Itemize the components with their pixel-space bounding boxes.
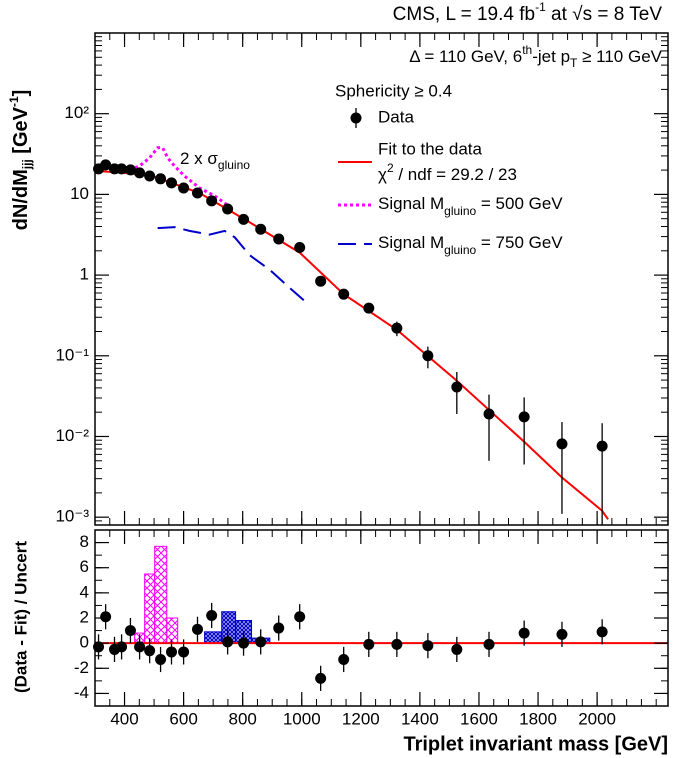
y-tick-label: 10 <box>70 184 89 203</box>
x-tick-label: 600 <box>169 709 197 728</box>
data-point <box>255 223 267 235</box>
data-point <box>165 177 177 189</box>
data-point <box>222 203 234 215</box>
data-point <box>155 653 167 665</box>
data-point <box>315 672 327 684</box>
selection-annotation: Δ = 110 GeV, 6th-jet pT ≥ 110 GeV <box>409 43 662 70</box>
signal-scale-annotation: 2 x σgluino <box>180 149 250 172</box>
data-point <box>238 213 250 225</box>
data-point <box>144 170 156 182</box>
data-point <box>144 645 156 657</box>
panel-background <box>95 530 668 706</box>
data-point <box>451 381 463 393</box>
data-point <box>483 408 495 420</box>
data-point <box>255 636 267 648</box>
data-point <box>273 622 285 634</box>
fit-statistic: χ2 / ndf = 29.2 / 23 <box>378 161 517 184</box>
data-point <box>134 641 146 653</box>
data-point <box>134 167 146 179</box>
data-point <box>391 638 403 650</box>
data-point <box>294 241 306 253</box>
data-point <box>294 611 306 623</box>
y-tick-label: 10⁻² <box>55 426 89 445</box>
data-point <box>178 182 190 194</box>
data-point <box>363 302 375 314</box>
data-point <box>165 646 177 658</box>
histogram-bar <box>154 545 168 644</box>
histogram-bar <box>166 617 179 644</box>
legend-label: Signal Mgluino = 750 GeV <box>378 233 563 257</box>
plot-layer: 10⁻³ 10⁻² 10⁻¹ 1 10 10² 400 600 800 1000 1200 1400 1… <box>55 32 669 728</box>
data-point <box>391 322 403 334</box>
data-point <box>206 609 218 621</box>
y-tick-label: 10⁻³ <box>55 507 89 526</box>
y-tick-label: 4 <box>80 582 89 601</box>
y-tick-label: 10⁻¹ <box>55 345 89 364</box>
data-point <box>451 643 463 655</box>
data-point <box>238 637 250 649</box>
x-tick-label: 400 <box>110 709 138 728</box>
legend-label: Data <box>378 107 414 126</box>
data-point <box>363 638 375 650</box>
data-point <box>178 646 190 658</box>
data-point <box>596 440 608 452</box>
y-tick-label: 0 <box>80 633 89 652</box>
data-point <box>206 195 218 207</box>
y-tick-label: -2 <box>74 658 89 677</box>
y-axis-title: (Data - Fit) / Uncert <box>11 541 30 693</box>
legend-label: Signal Mgluino = 500 GeV <box>378 194 563 218</box>
y-tick-label: 8 <box>80 532 89 551</box>
data-point <box>93 641 105 653</box>
y-tick-label: 6 <box>80 557 89 576</box>
y-tick-label: -4 <box>74 683 89 702</box>
x-tick-label: 2000 <box>578 709 616 728</box>
data-point <box>100 611 112 623</box>
data-point <box>124 164 136 176</box>
x-tick-label: 1400 <box>401 709 439 728</box>
data-point <box>222 636 234 648</box>
data-point <box>100 159 112 171</box>
data-point <box>315 275 327 287</box>
x-tick-label: 1200 <box>342 709 380 728</box>
data-point <box>155 173 167 185</box>
data-point <box>191 187 203 199</box>
x-tick-label: 1800 <box>519 709 557 728</box>
data-point <box>191 623 203 635</box>
data-point <box>124 625 136 637</box>
histogram-bar <box>144 573 156 644</box>
y-tick-label: 1 <box>80 265 89 284</box>
series-line <box>157 226 309 305</box>
data-point <box>273 233 285 245</box>
sphericity-annotation: Sphericity ≥ 0.4 <box>335 81 452 100</box>
y-tick-label: 10² <box>64 103 89 122</box>
y-tick-label: 2 <box>80 607 89 626</box>
legend-symbol <box>350 112 362 124</box>
data-point <box>556 628 568 640</box>
chart-title: CMS, L = 19.4 fb-1 at √s = 8 TeV <box>393 0 663 25</box>
data-point <box>556 438 568 450</box>
x-tick-label: 800 <box>228 709 256 728</box>
data-point <box>338 653 350 665</box>
data-point <box>596 626 608 638</box>
data-point <box>338 288 350 300</box>
data-point <box>483 638 495 650</box>
legend-label: Fit to the data <box>378 139 482 158</box>
x-axis-title: Triplet invariant mass [GeV] <box>403 733 668 755</box>
data-point <box>116 163 128 175</box>
data-point <box>116 641 128 653</box>
data-point <box>422 640 434 652</box>
data-point <box>518 627 530 639</box>
data-point <box>422 350 434 362</box>
histogram-bar <box>204 631 223 644</box>
data-point <box>518 411 530 423</box>
x-tick-label: 1600 <box>460 709 498 728</box>
series-line <box>129 146 233 210</box>
x-tick-label: 1000 <box>283 709 321 728</box>
y-axis-title: dN/dMjjj [GeV-1] <box>7 90 34 231</box>
